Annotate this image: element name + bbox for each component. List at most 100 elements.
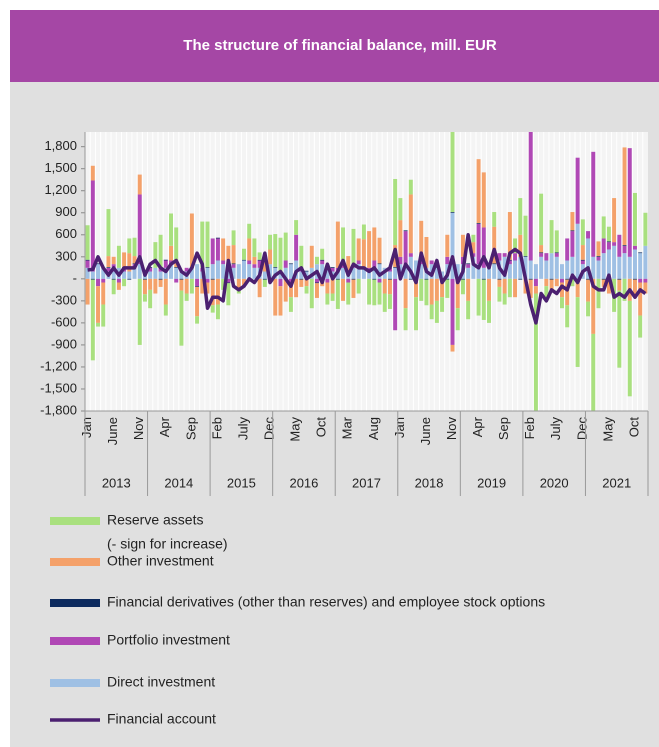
bar — [85, 259, 90, 261]
bar — [544, 286, 549, 301]
bar — [476, 278, 481, 316]
bar — [429, 260, 434, 265]
y-tick-label: - — [73, 270, 77, 285]
bar — [372, 260, 377, 268]
bar — [591, 256, 596, 279]
bar — [330, 293, 335, 301]
bar — [429, 278, 434, 305]
bar — [142, 294, 147, 302]
bar — [533, 286, 538, 294]
bar — [580, 259, 585, 261]
bar — [434, 278, 439, 301]
bar — [518, 198, 523, 235]
bar — [163, 304, 168, 316]
bar — [591, 151, 596, 257]
bar — [330, 267, 335, 268]
bar — [221, 238, 226, 261]
bar — [367, 271, 372, 279]
bar — [341, 278, 346, 301]
bar — [210, 278, 215, 280]
bar — [361, 239, 366, 268]
bar — [325, 293, 330, 305]
bar — [554, 253, 559, 257]
bar — [195, 278, 200, 287]
bar — [189, 267, 194, 279]
year-label: 2018 — [415, 475, 444, 490]
bar — [189, 213, 194, 268]
x-tick-label: Aug — [366, 417, 381, 440]
bar — [158, 278, 163, 280]
bar — [533, 293, 538, 411]
bar — [497, 286, 502, 302]
bar — [169, 264, 173, 279]
y-tick-label: 1,500 — [44, 160, 77, 175]
bar — [627, 300, 632, 397]
bar — [195, 286, 200, 287]
bar — [398, 256, 403, 265]
bar — [554, 252, 559, 254]
bar — [111, 279, 116, 295]
bar — [622, 245, 627, 246]
legend-label: Other investment — [107, 553, 214, 569]
bar — [142, 279, 147, 295]
year-label: 2013 — [102, 475, 131, 490]
bar — [518, 256, 523, 279]
bar — [205, 282, 210, 294]
bar — [596, 278, 601, 309]
bar — [127, 271, 132, 279]
bar — [288, 263, 293, 265]
bar — [643, 278, 648, 283]
bar — [393, 267, 398, 268]
bar — [440, 297, 445, 312]
bar — [195, 264, 200, 279]
bar — [513, 278, 518, 298]
bar — [466, 263, 471, 265]
x-tick-label: Feb — [209, 417, 224, 439]
x-tick-label: Jan — [79, 417, 94, 438]
bar — [252, 264, 257, 268]
bar — [513, 253, 518, 261]
bar — [158, 279, 163, 287]
bar — [367, 231, 372, 268]
bar — [377, 264, 382, 279]
bar — [575, 157, 580, 224]
bar — [502, 278, 507, 294]
bar — [570, 231, 575, 257]
bar — [466, 278, 471, 301]
bar — [314, 256, 319, 265]
bar — [111, 278, 116, 280]
bar — [502, 293, 507, 305]
bar — [403, 230, 408, 232]
bar — [299, 245, 304, 268]
bar — [257, 259, 262, 261]
bar — [205, 278, 210, 283]
bar — [367, 278, 372, 305]
bar — [617, 279, 622, 291]
bar — [434, 300, 439, 323]
bar — [445, 234, 450, 257]
bar — [309, 278, 314, 309]
bar — [408, 253, 413, 257]
bar — [309, 245, 314, 268]
bar — [101, 282, 106, 305]
bar — [184, 293, 189, 301]
bar — [507, 278, 512, 298]
bar — [393, 267, 398, 279]
bar — [184, 267, 189, 272]
legend-note: (- sign for increase) — [107, 536, 228, 552]
x-tick-label: Nov — [444, 417, 459, 441]
bar — [570, 256, 575, 279]
bar — [487, 300, 491, 323]
y-tick-label: -1,800 — [40, 402, 77, 417]
bar — [320, 248, 325, 260]
bar — [387, 271, 392, 279]
bar — [169, 245, 173, 261]
year-label: 2020 — [540, 475, 569, 490]
bar — [455, 308, 460, 331]
bar — [450, 212, 455, 213]
bar — [85, 260, 90, 268]
bar — [544, 253, 549, 261]
bar — [257, 260, 262, 268]
bar — [278, 286, 283, 316]
y-tick-label: -300 — [51, 292, 77, 307]
